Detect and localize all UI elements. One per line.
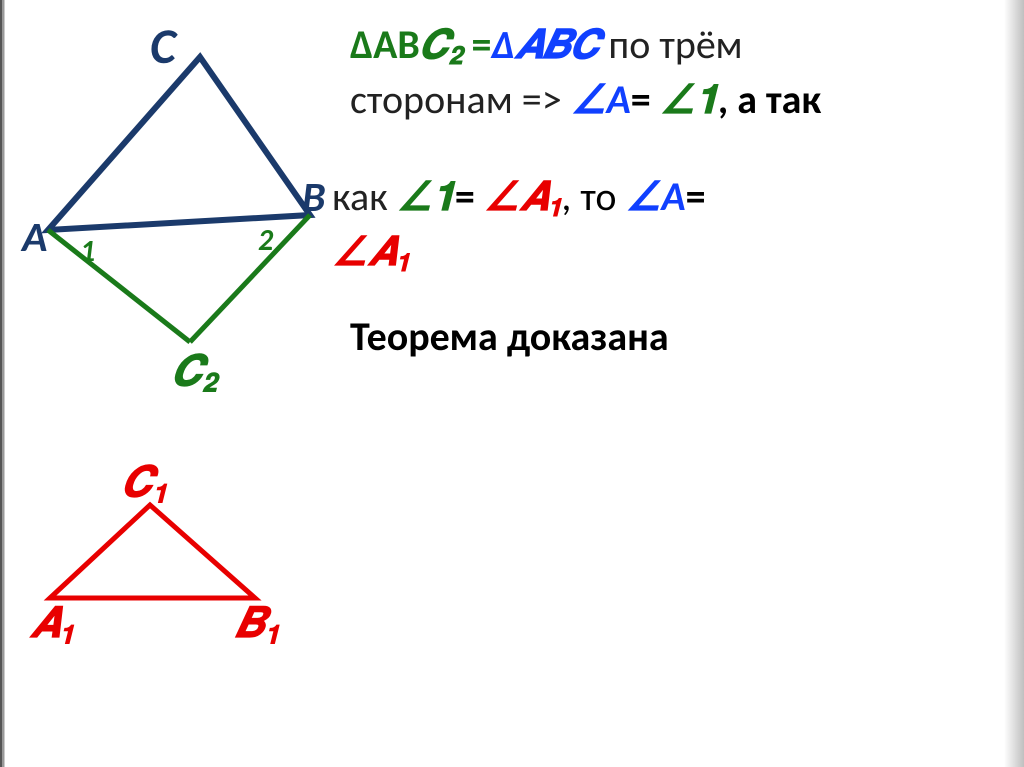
seg-a-c2 <box>48 230 190 342</box>
text-c2: 𝑪𝟐 <box>420 20 463 69</box>
triangle-a1b1c1 <box>50 505 255 598</box>
text-theorem-proved: Теорема доказана <box>350 310 1010 364</box>
diagram-svg <box>20 20 340 620</box>
text-equals1: = <box>471 20 491 69</box>
label-c1: 𝑪𝟏 <box>122 455 167 512</box>
triangle-abc <box>48 57 310 230</box>
slide: { "colors":{ "navy":"#1b3a6b", "green":"… <box>0 0 1024 767</box>
label-b: B <box>302 170 326 227</box>
text-to: , то <box>561 172 625 221</box>
text-delta-abc: ∆𝑨𝑩𝑪 <box>491 20 599 69</box>
text-angle-a1: ∠𝑨𝟏 <box>484 172 562 221</box>
text-angle-1: ∠𝟏 <box>660 75 718 124</box>
label-c2: 𝑪𝟐 <box>172 344 217 401</box>
text-a-tak: , а так <box>718 75 821 124</box>
seg-b-c2 <box>190 215 310 342</box>
label-a1: 𝑨𝟏 <box>30 596 74 653</box>
text-delta-abc2: ΔАВ <box>350 20 420 69</box>
text-po-tryom: по трём <box>599 20 742 69</box>
label-a: A <box>22 210 47 267</box>
proof-text: ΔАВ𝑪𝟐 =∆𝑨𝑩𝑪 по трём сторонам => ∠А= ∠𝟏, … <box>350 18 1010 127</box>
text-angle-a: ∠А <box>571 75 631 124</box>
text-eq3: = <box>455 172 484 221</box>
left-border <box>0 0 5 767</box>
text-angle1-2: ∠𝟏 <box>397 172 455 221</box>
label-c: C <box>150 13 176 81</box>
text-angle-a1-2: ∠𝑨𝟏 <box>332 227 410 276</box>
text-storonam: сторонам => <box>350 75 571 124</box>
text-kak: как <box>332 172 397 221</box>
text-eq4: = <box>686 172 706 221</box>
label-angle1: 1 <box>80 232 95 273</box>
label-angle2: 2 <box>258 221 273 262</box>
text-angle-a-2: ∠А <box>626 172 686 221</box>
text-eq2: = <box>631 75 660 124</box>
proof-text-2: как ∠𝟏= ∠𝑨𝟏, то ∠А= ∠𝑨𝟏 <box>332 170 1022 279</box>
label-b1: 𝑩𝟏 <box>235 596 279 653</box>
geometry-diagram: C A B 𝑪𝟐 1 2 𝑪𝟏 𝑨𝟏 𝑩𝟏 <box>20 20 340 620</box>
